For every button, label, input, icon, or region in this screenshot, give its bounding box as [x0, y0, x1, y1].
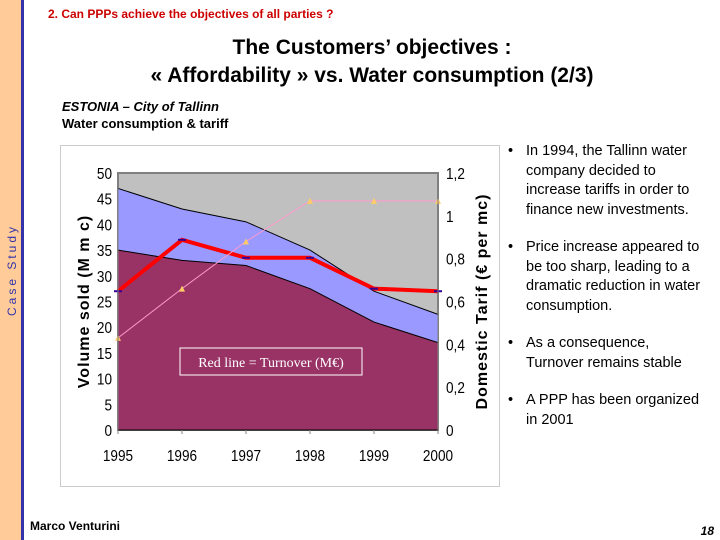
x-tick-label: 1996: [167, 448, 197, 465]
y-tick-label: 40: [97, 217, 112, 234]
bullet-item: As a consequence, Turnover remains stabl…: [508, 334, 708, 373]
title-line-2: « Affordability » vs. Water consumption …: [150, 64, 594, 87]
slide-title: The Customers’ objectives : « Affordabili…: [24, 34, 720, 90]
tariff-line: [117, 200, 438, 339]
x-tick-label: 1998: [295, 448, 325, 465]
annotation-text: Red line = Turnover (M€): [198, 356, 344, 371]
y2-tick-label: 0,8: [446, 252, 465, 269]
x-tick-label: 2000: [423, 448, 453, 465]
bullet-item: In 1994, the Tallinn water company decid…: [508, 142, 708, 220]
y2-tick-label: 1: [446, 209, 454, 226]
y-tick-label: 10: [97, 372, 112, 389]
side-divider: [21, 0, 24, 540]
tariff-marker: [179, 285, 185, 292]
x-tick-label: 1997: [231, 448, 261, 465]
y-tick-label: 25: [97, 295, 112, 312]
y-tick-label: 35: [97, 243, 112, 260]
y-axis-title: Volume sold (M m c): [76, 215, 93, 388]
bullet-list: In 1994, the Tallinn water company decid…: [508, 142, 708, 448]
side-stripe: [0, 0, 21, 540]
x-tick-label: 1995: [103, 448, 133, 465]
y2-tick-label: 0,4: [446, 337, 465, 354]
y2-tick-label: 0: [446, 423, 454, 440]
tariff-marker: [243, 238, 249, 245]
chart-subtitle: ESTONIA – City of Tallinn Water consumpti…: [62, 98, 228, 132]
y2-tick-label: 1,2: [446, 166, 465, 183]
page-number: 18: [700, 524, 714, 538]
x-tick-label: 1999: [359, 448, 389, 465]
bullet-item: Price increase appeared to be too sharp,…: [508, 238, 708, 316]
y-tick-label: 15: [97, 346, 112, 363]
title-line-1: The Customers’ objectives :: [232, 36, 512, 59]
tariff-marker: [307, 197, 313, 204]
y-tick-label: 50: [97, 166, 112, 183]
bullet-item: A PPP has been organized in 2001: [508, 391, 708, 430]
y2-tick-label: 0,2: [446, 380, 465, 397]
y2-tick-label: 0,6: [446, 295, 465, 312]
section-heading: 2. Can PPPs achieve the objectives of al…: [48, 7, 334, 21]
y-tick-label: 45: [97, 192, 112, 209]
y-tick-label: 0: [104, 423, 112, 440]
y-tick-label: 30: [97, 269, 112, 286]
subtitle-line-2: Water consumption & tariff: [62, 116, 229, 131]
y-tick-label: 20: [97, 320, 112, 337]
tariff-marker: [371, 197, 377, 204]
subtitle-line-1: ESTONIA – City of Tallinn: [62, 99, 219, 114]
y-tick-label: 5: [104, 397, 112, 414]
author: Marco Venturini: [30, 519, 121, 533]
y2-axis-title: Domestic Tarif (€ per mc): [474, 194, 491, 410]
turnover-line: [116, 237, 439, 294]
annotation-box: [179, 347, 363, 376]
chart-frame: [60, 145, 500, 487]
